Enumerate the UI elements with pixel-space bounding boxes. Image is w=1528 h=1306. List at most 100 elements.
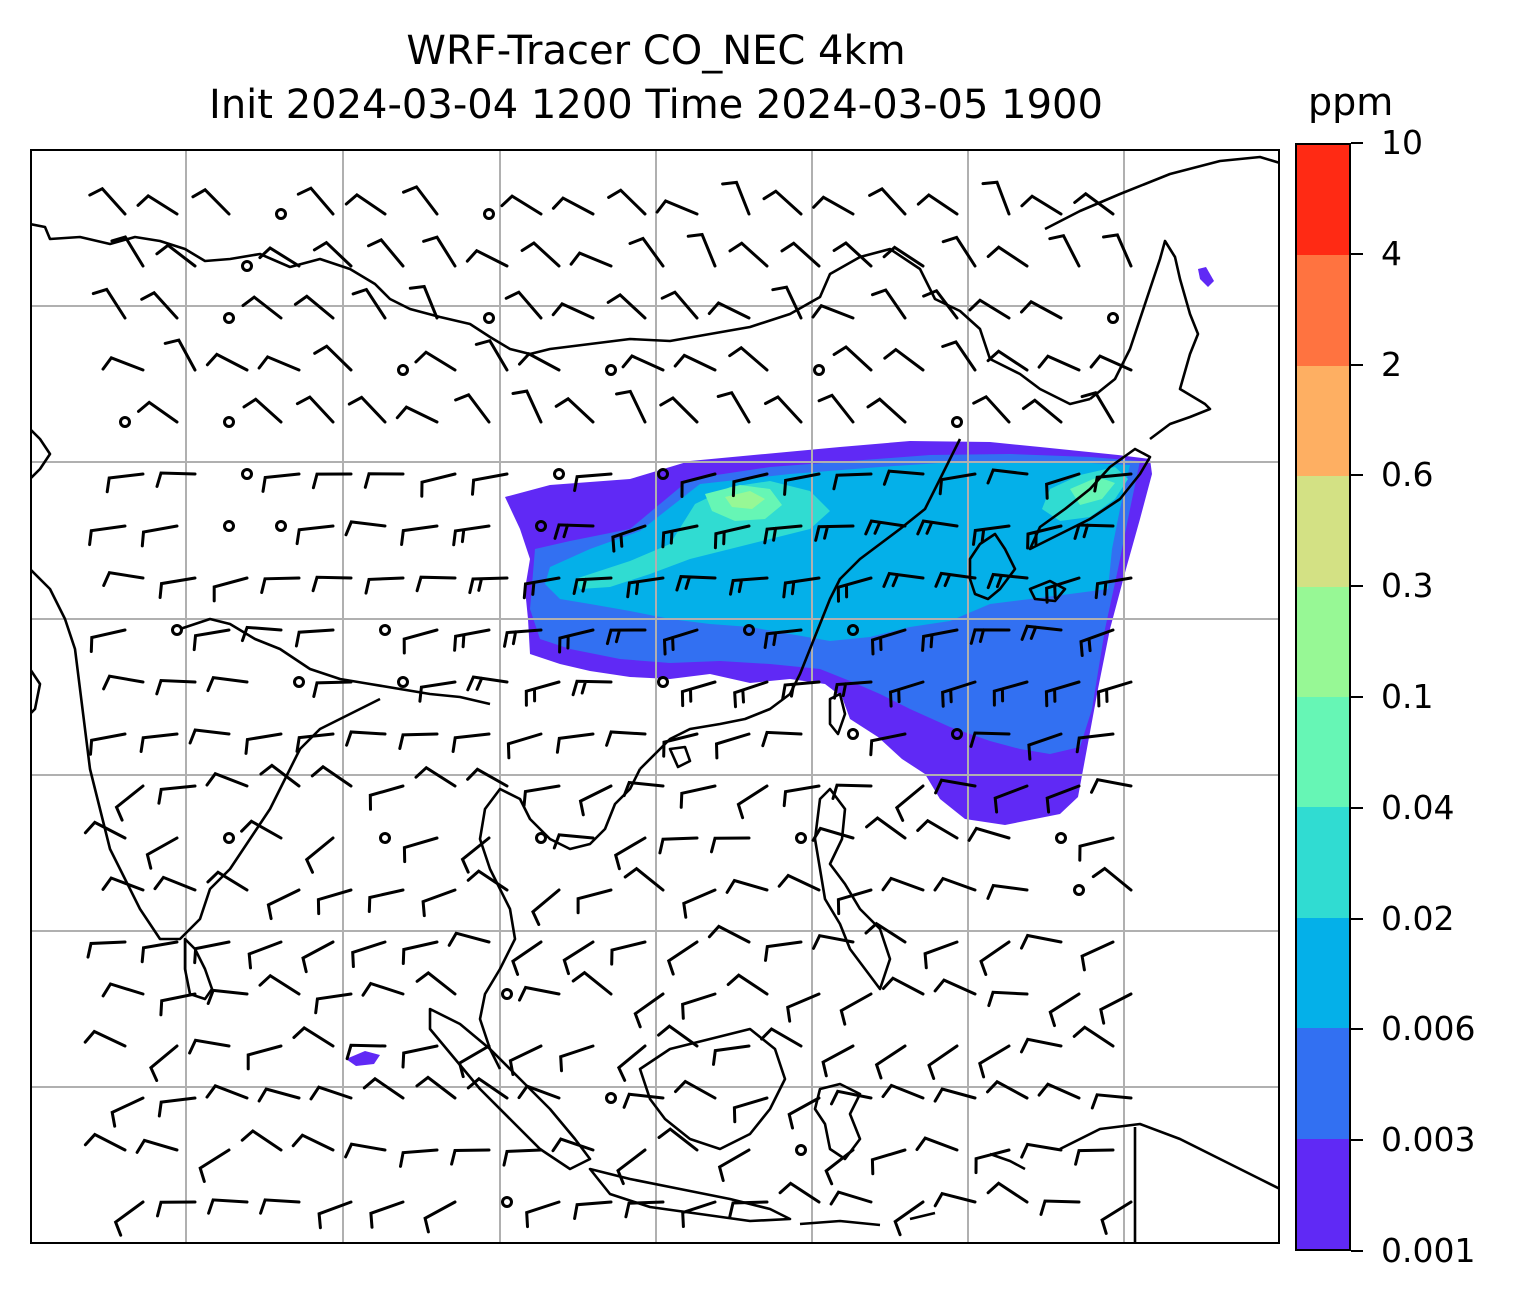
- wind-barb: [874, 1044, 907, 1080]
- wind-barb: [771, 285, 803, 320]
- wind-barb: [88, 524, 127, 547]
- wind-barb: [972, 524, 1011, 546]
- wind-barb: [633, 992, 665, 1029]
- wind-barb: [1090, 1093, 1133, 1110]
- wind-barb: [675, 575, 717, 592]
- wind-barb: [257, 355, 301, 372]
- colorbar-band-1: [1297, 1028, 1349, 1139]
- wind-barb: [660, 290, 699, 320]
- wind-barb: [139, 732, 179, 753]
- colorbar-tick: [1351, 585, 1363, 588]
- wind-barb: [240, 1129, 283, 1152]
- wind-barb: [89, 628, 127, 653]
- coastline-indochina: [478, 768, 642, 1070]
- coastline-sumatra: [428, 1007, 592, 1171]
- calm-wind-marker: [483, 312, 495, 324]
- wind-barb: [83, 1132, 127, 1152]
- wind-barb: [829, 1190, 873, 1206]
- wind-barb: [864, 519, 907, 536]
- wind-barb: [764, 395, 803, 424]
- wind-barb: [266, 888, 301, 921]
- wind-barb: [361, 981, 405, 997]
- wind-barb: [1020, 1142, 1063, 1159]
- wind-barb: [832, 241, 873, 268]
- colorbar-tick: [1351, 806, 1363, 809]
- calm-wind-marker: [535, 832, 547, 844]
- wind-barb: [713, 524, 751, 550]
- wind-barb: [293, 294, 335, 320]
- wind-barb: [710, 836, 751, 854]
- colorbar-band-0: [1297, 1138, 1349, 1249]
- wind-barb: [680, 472, 717, 498]
- coastline-china-east: [639, 438, 962, 770]
- colorbar-band-8: [1297, 255, 1349, 366]
- wind-barb: [681, 1200, 717, 1228]
- calm-wind-marker: [795, 1144, 807, 1156]
- wind-barb: [714, 732, 751, 760]
- wind-barb: [553, 523, 595, 540]
- wind-barb: [193, 940, 231, 965]
- wind-barb: [471, 472, 509, 496]
- wind-barb: [246, 1044, 283, 1071]
- calm-wind-marker: [293, 676, 305, 688]
- wind-barb: [833, 680, 873, 700]
- wind-barb: [520, 241, 561, 268]
- wind-barb: [764, 940, 803, 962]
- wind-barb: [605, 628, 647, 646]
- wind-barb: [344, 193, 387, 216]
- wind-barb: [345, 730, 387, 747]
- wind-barb: [83, 1029, 127, 1048]
- wind-barb: [1045, 576, 1081, 604]
- colorbar-tick-label: 2: [1381, 344, 1402, 384]
- wind-barb: [780, 241, 821, 268]
- wind-barb: [466, 869, 509, 892]
- wind-barb: [517, 1084, 561, 1100]
- wind-barb: [101, 876, 145, 892]
- wind-barb: [316, 888, 353, 916]
- colorbar-tick-label: 0.3: [1381, 566, 1434, 606]
- wind-barb: [259, 1198, 301, 1215]
- coastline-philippines: [813, 787, 892, 991]
- colorbar-tick: [1351, 252, 1363, 255]
- wind-barb: [145, 836, 179, 870]
- wind-barb: [259, 763, 301, 788]
- colorbar-tick: [1351, 917, 1363, 920]
- wind-barb: [524, 680, 561, 707]
- wind-barb: [1026, 524, 1063, 550]
- plume-patch-sw: [346, 1051, 380, 1066]
- calm-wind-marker: [397, 676, 409, 688]
- wind-barb: [101, 982, 145, 998]
- wind-barb: [423, 1200, 457, 1234]
- wind-barb: [986, 572, 1029, 590]
- wind-barb: [511, 389, 543, 424]
- wind-barb: [782, 576, 821, 599]
- calm-wind-marker: [171, 624, 183, 636]
- wind-barb: [621, 354, 665, 372]
- wind-barb: [205, 1083, 249, 1100]
- wind-barb: [1094, 576, 1133, 600]
- wind-barb: [158, 576, 197, 599]
- wind-barb: [137, 400, 179, 424]
- wind-barb: [728, 1200, 769, 1219]
- coastline-india: [30, 568, 381, 941]
- wind-barb: [399, 1148, 439, 1168]
- wind-barb: [778, 1181, 821, 1204]
- wind-barb: [763, 628, 803, 649]
- plume-patch-ne: [1198, 267, 1214, 287]
- wind-barb: [882, 245, 925, 268]
- wind-barb: [934, 778, 977, 795]
- coastline-central-asia: [30, 222, 1091, 406]
- wind-barb: [615, 389, 647, 424]
- wind-barb: [571, 970, 613, 996]
- wind-barb: [938, 472, 977, 496]
- calm-wind-marker: [397, 364, 409, 376]
- wind-barb: [571, 679, 613, 697]
- wind-barb: [258, 246, 301, 268]
- wind-barb: [401, 940, 439, 965]
- wind-barb: [368, 784, 405, 811]
- wind-barb: [658, 836, 699, 855]
- wind-barb: [347, 395, 387, 424]
- wind-barb: [831, 783, 873, 800]
- colorbar-band-7: [1297, 365, 1349, 477]
- colorbar-tick-label: 0.001: [1381, 1231, 1476, 1270]
